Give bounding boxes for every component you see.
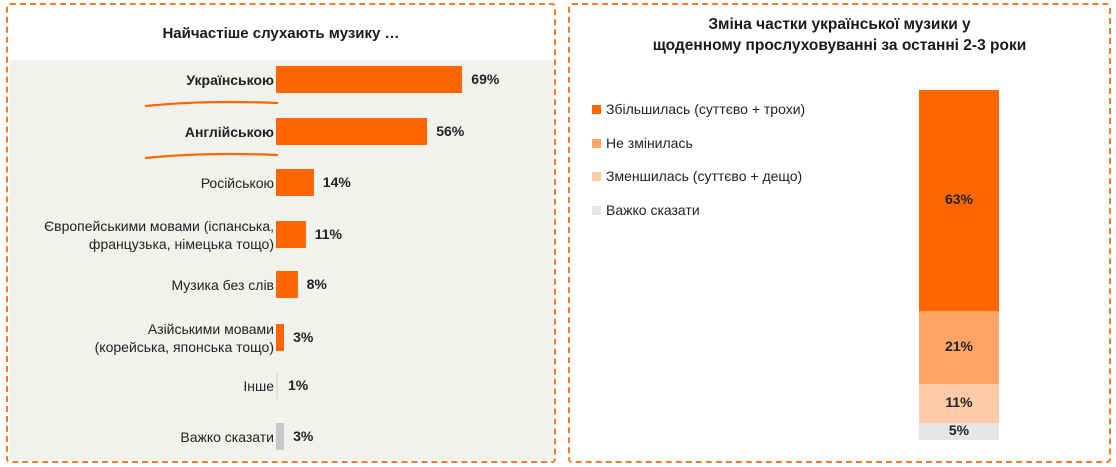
bar-value-label: 14% bbox=[322, 174, 351, 190]
legend-item: Не змінилась bbox=[592, 135, 693, 151]
bar bbox=[276, 271, 298, 298]
stacked-segment bbox=[919, 384, 999, 423]
left-chart-panel: Найчастіше слухають музику … Українською… bbox=[6, 3, 556, 463]
legend-swatch bbox=[592, 205, 601, 215]
legend-swatch bbox=[592, 104, 601, 114]
bar bbox=[276, 324, 285, 351]
legend-label: Збільшилась (суттєво + трохи) bbox=[606, 101, 806, 117]
legend-swatch bbox=[592, 138, 601, 148]
segment-value-label: 21% bbox=[944, 338, 974, 355]
segment-value-label: 63% bbox=[944, 191, 974, 208]
bar-value-label: 3% bbox=[293, 428, 314, 444]
bar bbox=[276, 372, 278, 399]
bar-category-label: Англійською bbox=[184, 124, 274, 140]
stacked-segment bbox=[919, 90, 999, 311]
legend-item: Збільшилась (суттєво + трохи) bbox=[592, 101, 805, 117]
legend-item: Зменшилась (суттєво + дещо) bbox=[592, 168, 802, 184]
segment-value-label: 5% bbox=[948, 422, 970, 439]
bar bbox=[276, 423, 285, 450]
bar-value-label: 11% bbox=[314, 226, 342, 242]
legend-label: Зменшилась (суттєво + дещо) bbox=[606, 168, 803, 184]
bar-value-label: 69% bbox=[471, 71, 500, 87]
segment-value-label: 11% bbox=[945, 394, 973, 411]
legend-swatch bbox=[592, 171, 601, 181]
bar-category-label: Важко сказати bbox=[180, 429, 274, 445]
bar-value-label: 3% bbox=[293, 329, 314, 345]
legend-label: Не змінилась bbox=[606, 135, 693, 151]
bar-value-label: 8% bbox=[306, 276, 327, 292]
right-chart-title: Зміна частки української музики у щоденн… bbox=[652, 16, 1027, 54]
bar bbox=[276, 169, 314, 196]
bar-category-label: Інше bbox=[243, 378, 274, 394]
bar bbox=[276, 66, 463, 93]
stacked-segment bbox=[919, 422, 999, 440]
bar-category-label: Європейськими мовами (іспанська, француз… bbox=[44, 218, 274, 252]
bar-category-label: Російською bbox=[200, 175, 274, 191]
bar-value-label: 56% bbox=[436, 123, 465, 139]
bar-category-label: Музика без слів bbox=[171, 277, 274, 293]
highlight-underline bbox=[144, 100, 279, 108]
stacked-segment bbox=[919, 310, 999, 384]
right-chart-panel: Зміна частки української музики у щоденн… bbox=[568, 3, 1111, 463]
highlight-underline bbox=[144, 152, 279, 160]
bar bbox=[276, 221, 306, 248]
bar-category-label: Українською bbox=[186, 72, 274, 88]
bar bbox=[276, 118, 428, 145]
left-chart-title: Найчастіше слухають музику … bbox=[162, 25, 400, 42]
bar-value-label: 1% bbox=[288, 377, 309, 393]
bar-category-label: Азійськими мовами (корейська, японська т… bbox=[94, 321, 274, 355]
legend-label: Важко сказати bbox=[606, 202, 700, 218]
legend-item: Важко сказати bbox=[592, 202, 700, 218]
